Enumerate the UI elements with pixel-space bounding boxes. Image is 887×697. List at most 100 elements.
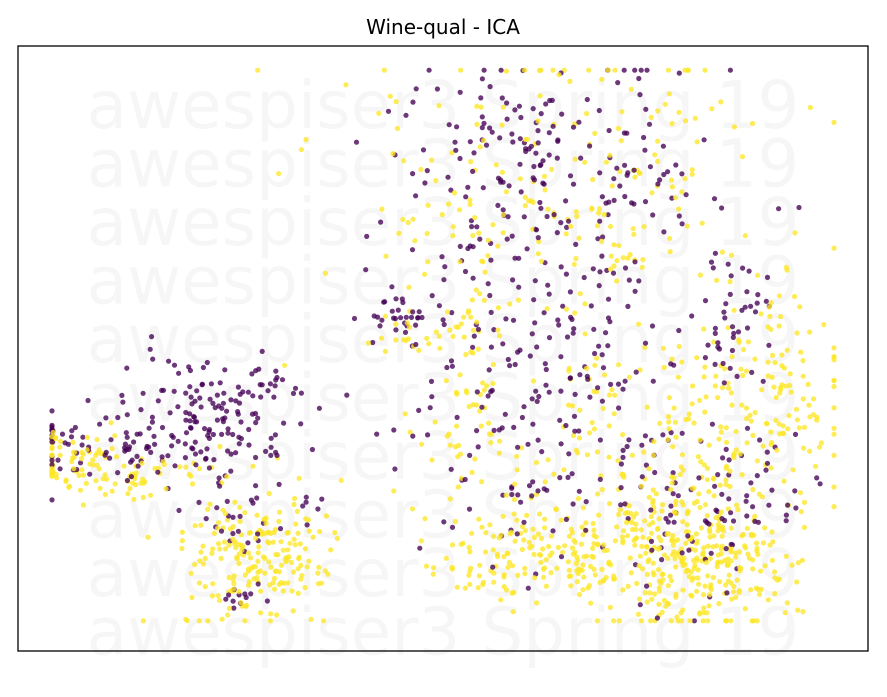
scatter-point bbox=[147, 346, 153, 352]
scatter-point bbox=[807, 329, 813, 335]
scatter-point bbox=[254, 512, 260, 518]
scatter-point bbox=[535, 118, 541, 124]
scatter-point bbox=[125, 491, 131, 497]
scatter-point bbox=[724, 463, 730, 469]
scatter-point bbox=[701, 137, 707, 143]
scatter-point bbox=[590, 266, 596, 272]
scatter-point bbox=[488, 389, 494, 395]
scatter-point bbox=[472, 456, 478, 462]
scatter-point bbox=[646, 121, 653, 127]
scatter-point bbox=[724, 562, 730, 568]
scatter-point bbox=[566, 451, 572, 457]
scatter-point bbox=[537, 551, 543, 558]
scatter-point bbox=[475, 444, 481, 450]
scatter-point bbox=[265, 539, 271, 545]
scatter-point bbox=[487, 125, 493, 131]
scatter-point bbox=[558, 388, 564, 394]
scatter-point bbox=[217, 546, 223, 552]
scatter-point bbox=[723, 301, 729, 307]
scatter-point bbox=[673, 195, 679, 201]
scatter-point bbox=[199, 381, 205, 387]
scatter-point bbox=[611, 242, 617, 248]
scatter-point bbox=[599, 194, 606, 200]
scatter-point bbox=[642, 147, 648, 153]
scatter-point bbox=[457, 207, 463, 213]
scatter-point bbox=[586, 582, 593, 589]
scatter-point bbox=[215, 525, 221, 531]
scatter-point bbox=[280, 547, 286, 553]
scatter-point bbox=[231, 605, 237, 611]
scatter-point bbox=[616, 511, 622, 518]
scatter-point bbox=[225, 430, 231, 436]
scatter-point bbox=[686, 574, 692, 580]
scatter-point bbox=[704, 465, 711, 471]
scatter-point bbox=[225, 612, 231, 618]
scatter-point bbox=[245, 540, 251, 546]
scatter-point bbox=[615, 80, 621, 86]
scatter-point bbox=[53, 471, 59, 477]
scatter-point bbox=[611, 618, 617, 624]
scatter-point bbox=[248, 555, 254, 561]
scatter-point bbox=[483, 383, 490, 389]
scatter-point bbox=[519, 546, 525, 553]
scatter-point bbox=[539, 449, 545, 455]
scatter-point bbox=[719, 491, 725, 497]
scatter-point bbox=[665, 555, 671, 561]
scatter-point bbox=[263, 448, 269, 454]
scatter-point bbox=[461, 314, 467, 320]
scatter-point bbox=[543, 382, 549, 388]
scatter-point bbox=[736, 339, 742, 345]
scatter-point bbox=[689, 485, 695, 491]
scatter-point bbox=[188, 570, 194, 576]
scatter-point bbox=[784, 347, 790, 353]
scatter-point bbox=[794, 579, 800, 585]
scatter-point bbox=[474, 428, 480, 434]
scatter-point bbox=[224, 474, 230, 480]
scatter-point bbox=[768, 300, 774, 306]
scatter-point bbox=[432, 419, 438, 425]
scatter-point bbox=[188, 394, 194, 400]
scatter-point bbox=[620, 432, 626, 438]
scatter-point bbox=[795, 607, 801, 613]
scatter-point bbox=[382, 348, 388, 354]
scatter-point bbox=[529, 331, 535, 337]
scatter-point bbox=[618, 461, 625, 467]
scatter-point bbox=[127, 485, 133, 492]
scatter-point bbox=[230, 577, 236, 583]
scatter-point bbox=[664, 531, 670, 537]
scatter-point bbox=[255, 550, 261, 556]
scatter-point bbox=[546, 335, 553, 341]
scatter-point bbox=[764, 460, 771, 466]
scatter-point bbox=[523, 148, 529, 154]
scatter-point bbox=[762, 525, 768, 531]
scatter-point bbox=[503, 492, 509, 498]
scatter-point bbox=[577, 291, 583, 297]
scatter-point bbox=[572, 310, 578, 316]
scatter-point bbox=[719, 533, 725, 539]
scatter-point bbox=[679, 452, 686, 458]
scatter-point bbox=[198, 404, 204, 410]
scatter-point bbox=[676, 70, 682, 76]
scatter-point bbox=[242, 618, 248, 624]
scatter-point bbox=[416, 407, 422, 413]
scatter-point bbox=[261, 516, 267, 522]
scatter-point bbox=[379, 317, 385, 323]
scatter-point bbox=[94, 462, 100, 468]
scatter-point bbox=[409, 247, 416, 253]
scatter-point bbox=[272, 432, 278, 438]
scatter-point bbox=[771, 384, 777, 390]
scatter-point bbox=[563, 231, 569, 237]
scatter-point bbox=[419, 441, 425, 447]
scatter-point bbox=[792, 293, 798, 300]
scatter-point bbox=[592, 362, 598, 368]
scatter-point bbox=[526, 483, 533, 489]
scatter-point bbox=[769, 557, 776, 563]
scatter-point bbox=[245, 582, 252, 588]
scatter-point bbox=[392, 466, 398, 472]
scatter-point bbox=[661, 229, 667, 235]
scatter-point bbox=[102, 472, 108, 478]
scatter-point bbox=[607, 604, 614, 611]
scatter-point bbox=[531, 297, 537, 303]
scatter-point bbox=[485, 393, 491, 399]
scatter-point bbox=[795, 560, 802, 566]
